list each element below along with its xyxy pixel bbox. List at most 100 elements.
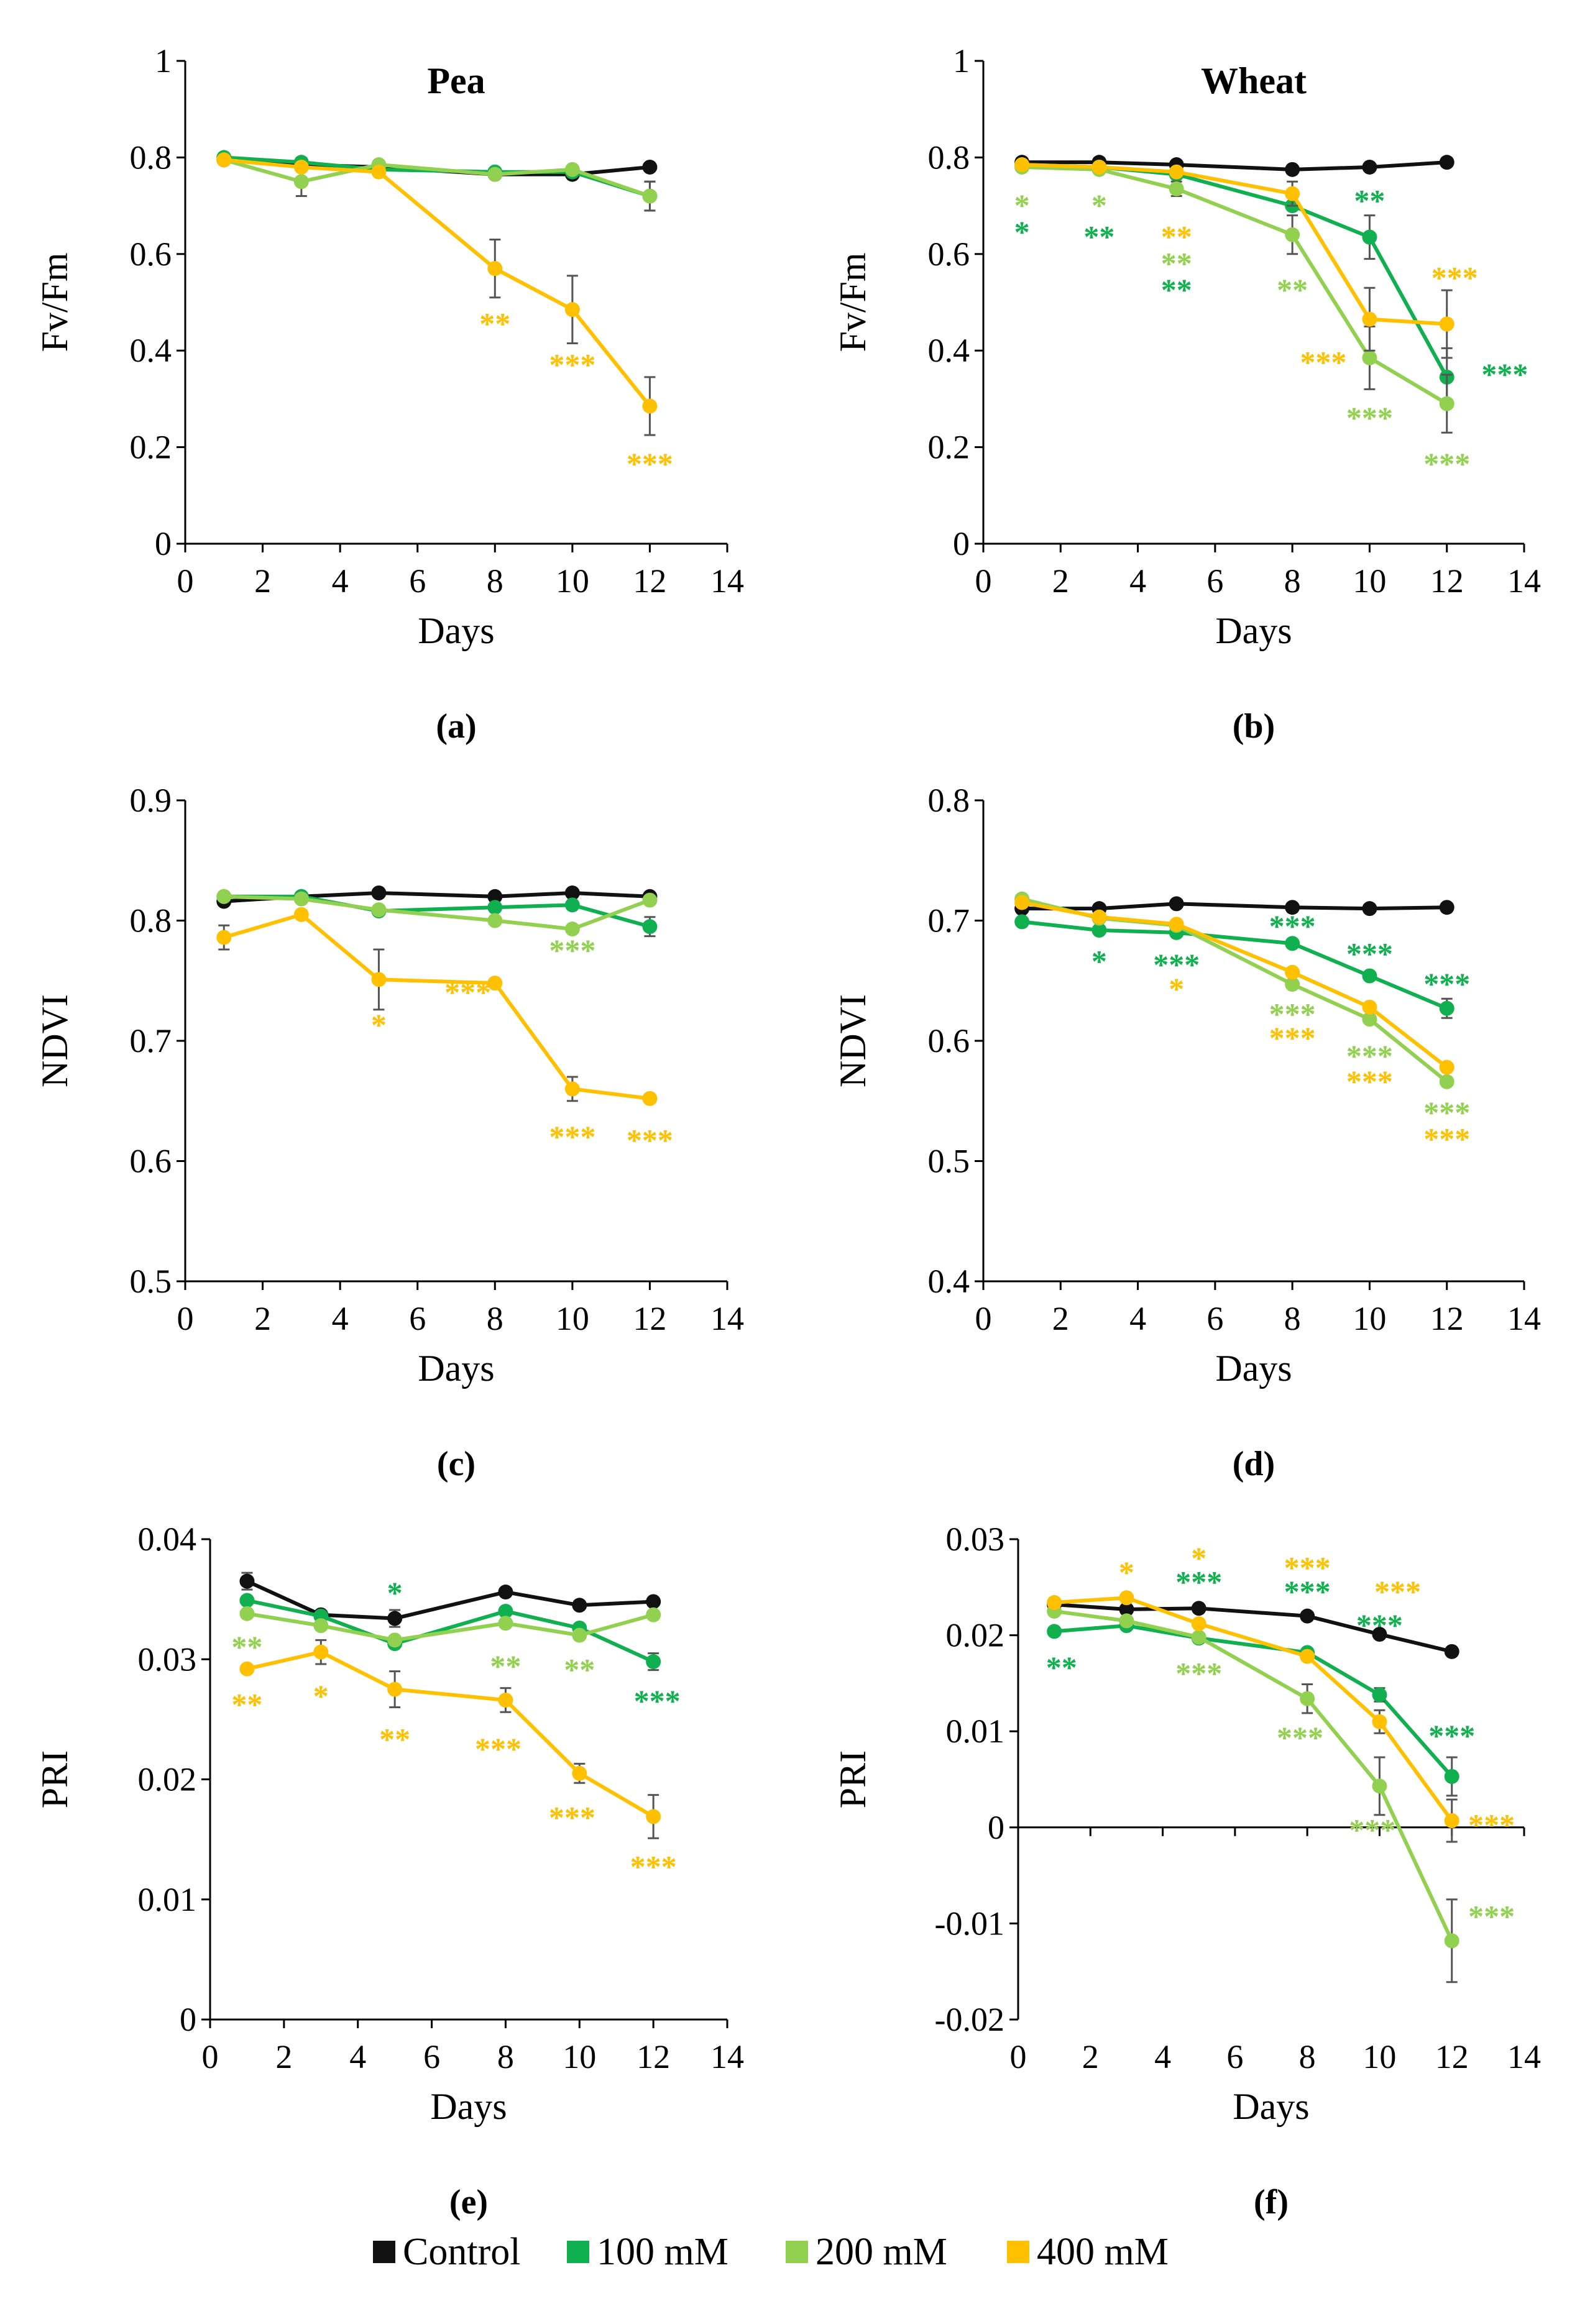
series-100-mm [1014,914,1454,1019]
data-point [1362,229,1377,245]
x-tick-label: 10 [556,1300,589,1337]
data-point [487,976,503,991]
y-tick-label: 0.01 [946,1713,1005,1750]
y-axis-label: NDVI [34,994,75,1087]
series-control [1014,155,1454,177]
series-400-mm [239,1639,661,1839]
significance-marker: *** [1374,1574,1421,1609]
data-point [642,1091,658,1106]
significance-marker: * [1169,971,1184,1006]
x-tick-label: 2 [275,2038,292,2075]
data-point [498,1692,513,1708]
data-point [1169,917,1184,932]
significance-marker: *** [1481,357,1528,391]
data-point [642,919,658,935]
data-point [498,1616,513,1631]
series-line [224,894,651,931]
data-point [646,1594,661,1609]
data-point [387,1632,403,1648]
data-point [1372,1714,1387,1729]
data-point [293,174,309,190]
series-line [1021,900,1448,1069]
data-point [564,897,580,913]
significance-marker: *** [1431,260,1478,295]
legend-label: Control [403,2230,521,2273]
x-tick-label: 8 [1284,1300,1301,1337]
significance-marker: *** [630,1849,677,1884]
series-line [1022,163,1447,326]
x-tick-label: 0 [177,1300,194,1337]
data-point [1169,164,1184,180]
data-point [1191,1601,1206,1616]
significance-marker: ** [1083,219,1114,254]
x-tick-label: 0 [1010,2038,1027,2075]
legend-label: 400 mM [1037,2230,1169,2273]
significance-marker: *** [1428,1718,1475,1753]
y-tick-label: -0.01 [935,1905,1004,1942]
series-line [1022,160,1447,172]
x-tick-label: 10 [1353,1300,1386,1337]
x-tick-label: 8 [497,2038,514,2075]
y-tick-label: 0.03 [138,1640,197,1678]
legend-item-100mm: 100 mM [567,2228,728,2276]
y-tick-label: 0.6 [928,236,970,273]
x-tick-label: 6 [1226,2038,1243,2075]
series-line [223,158,651,198]
x-tick-label: 0 [975,1300,992,1337]
x-tick-label: 14 [1507,2038,1541,2075]
data-point [498,1585,513,1600]
data-point [387,1611,403,1626]
x-axis-label: Days [1215,610,1292,651]
y-tick-label: -0.02 [935,2001,1004,2038]
x-axis-label: Days [418,610,494,651]
x-tick-label: 8 [1299,2038,1316,2075]
data-point [572,1598,587,1613]
data-point [1091,922,1107,938]
significance-marker: * [371,1007,387,1042]
significance-marker: *** [627,446,673,481]
data-point [239,1606,255,1621]
x-tick-label: 8 [1284,562,1301,600]
series-400-mm [1014,895,1454,1075]
x-tick-label: 0 [177,562,194,600]
series-control [239,1571,661,1628]
data-point [498,1603,513,1619]
series-line [223,912,650,1100]
x-tick-label: 12 [1430,562,1464,600]
data-point [642,398,658,414]
significance-marker: *** [1346,1038,1393,1073]
data-point [1285,964,1300,980]
y-tick-label: 0.8 [130,902,172,940]
x-tick-label: 2 [1082,2038,1099,2075]
series-400-mm [216,907,658,1106]
x-tick-label: 4 [349,2038,366,2075]
data-point [293,891,309,907]
series-line [246,1650,655,1818]
significance-marker: ** [1161,272,1192,307]
legend-label: 100 mM [597,2230,728,2273]
data-point [216,930,232,945]
y-axis-label: Fv/Fm [832,252,873,352]
y-tick-label: 0 [953,525,970,562]
x-tick-label: 0 [202,2038,219,2075]
significance-marker: *** [1175,1565,1222,1599]
data-point [1439,1059,1454,1075]
data-point [239,1661,255,1677]
y-tick-label: 0.6 [130,236,172,273]
y-axis-label: PRI [832,1750,873,1808]
y-tick-label: 0 [988,1809,1004,1846]
legend-swatch [786,2241,808,2263]
x-tick-label: 14 [710,562,744,600]
significance-marker: ** [379,1722,410,1757]
data-point [1439,1074,1454,1089]
x-axis-label: Days [430,2086,507,2127]
data-point [1091,159,1107,175]
data-point [1014,895,1030,910]
data-point [1362,159,1377,175]
y-tick-label: 0.6 [928,1022,970,1059]
series-line [1054,1624,1453,1778]
data-point [1362,311,1377,327]
significance-marker: ** [231,1687,262,1722]
data-point [572,1627,587,1643]
